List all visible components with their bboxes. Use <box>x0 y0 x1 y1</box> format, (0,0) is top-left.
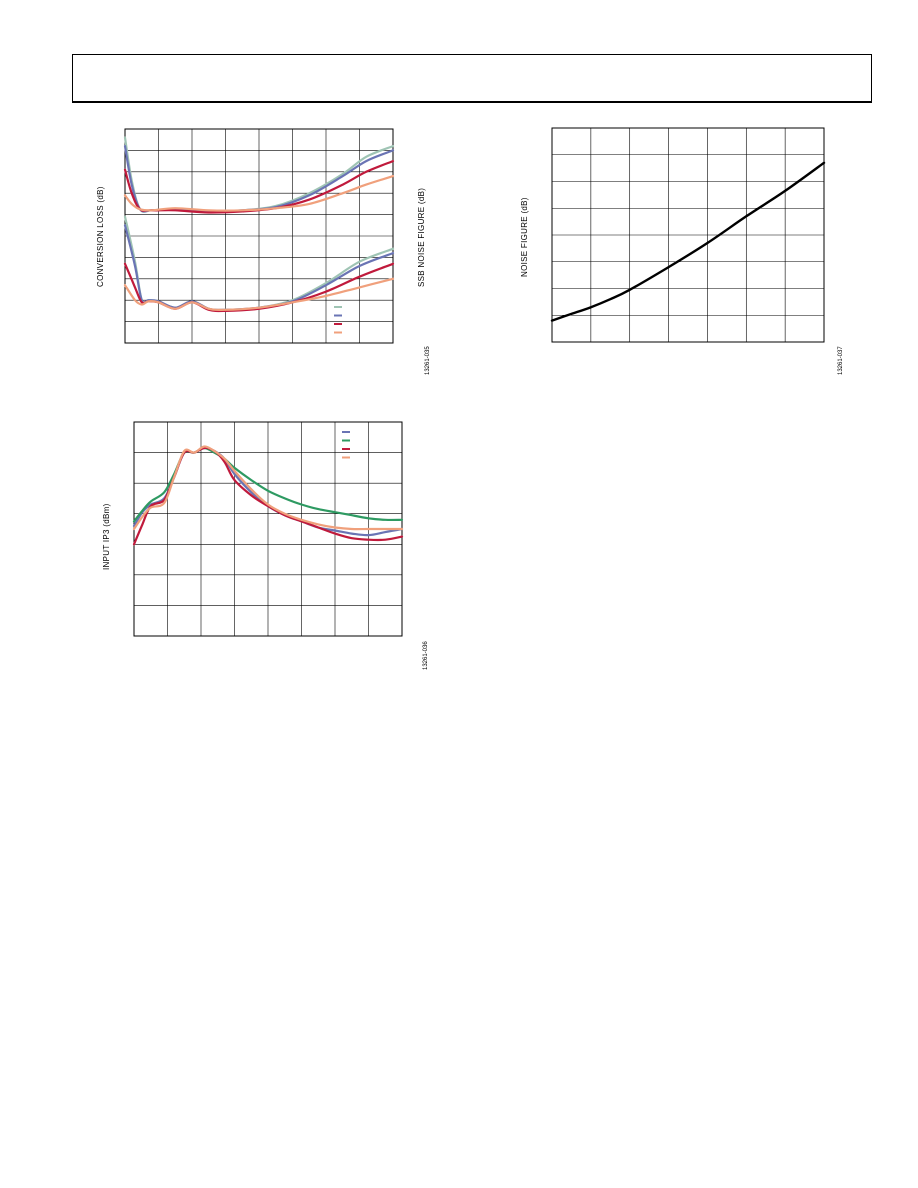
figure-code: 13261-035 <box>425 346 431 375</box>
input-ip3-plot <box>132 421 404 637</box>
noise-figure-plot <box>550 127 826 343</box>
series-line-3 <box>132 445 404 531</box>
conversion-loss-plot <box>123 128 395 344</box>
page-header-box <box>72 54 872 103</box>
y-axis-label-right: SSB NOISE FIGURE (dB) <box>417 187 426 287</box>
y-axis-label-left: CONVERSION LOSS (dB) <box>96 186 105 287</box>
figure-code: 13261-036 <box>423 641 429 670</box>
conversion-loss-chart: CONVERSION LOSS (dB) SSB NOISE FIGURE (d… <box>80 120 440 380</box>
y-axis-label: NOISE FIGURE (dB) <box>520 197 529 277</box>
series-line-7 <box>123 277 395 311</box>
input-ip3-chart: INPUT IP3 (dBm) 13261-036 <box>90 415 440 680</box>
series-line-0 <box>550 161 826 322</box>
noise-figure-chart: NOISE FIGURE (dB) 13261-037 <box>510 120 860 380</box>
series-line-3 <box>123 175 395 212</box>
y-axis-label: INPUT IP3 (dBm) <box>102 503 111 570</box>
figure-code: 13261-037 <box>838 346 844 375</box>
series-line-1 <box>132 446 404 523</box>
